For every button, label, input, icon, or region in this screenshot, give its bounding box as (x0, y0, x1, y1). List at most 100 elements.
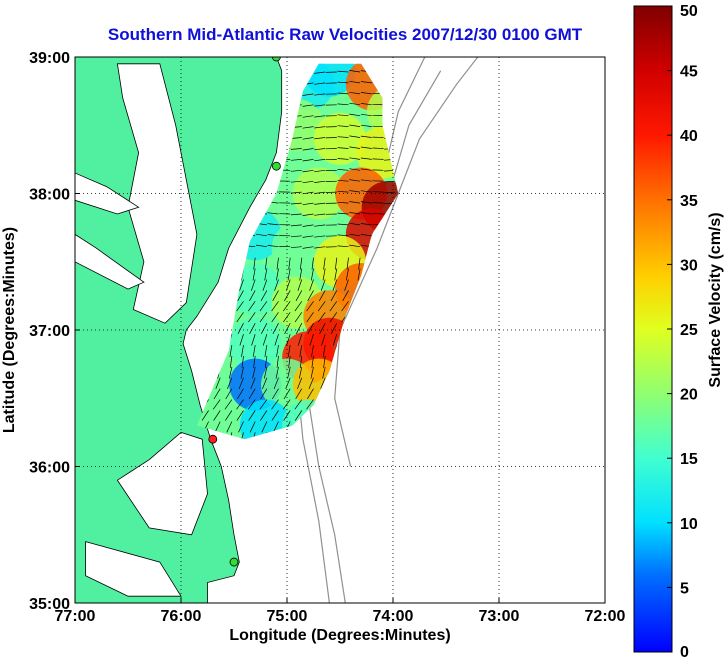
velocity-arrow (344, 279, 349, 291)
colorbar-tick-label: 35 (680, 193, 698, 210)
radar-stations (208, 57, 281, 567)
velocity-arrow (302, 104, 314, 107)
velocity-arrow (307, 323, 314, 334)
velocity-arrow (290, 224, 302, 227)
velocity-arrow (349, 135, 361, 138)
velocity-arrow (264, 355, 268, 368)
colorbar-tick-label: 20 (680, 387, 698, 404)
velocity-arrow (346, 257, 349, 270)
velocity-arrow (299, 355, 303, 368)
velocity-arrow (212, 399, 221, 410)
velocity-arrow (349, 157, 361, 160)
velocity-arrow (275, 366, 279, 379)
chart-title: Southern Mid-Atlantic Raw Velocities 200… (108, 25, 583, 44)
x-tick-label: 74:00 (373, 608, 414, 625)
velocity-arrow (273, 377, 279, 390)
velocity-arrow (314, 93, 326, 96)
velocity-arrow (311, 257, 314, 270)
velocity-arrow (260, 410, 268, 421)
velocity-arrow (337, 201, 349, 204)
velocity-arrow (323, 355, 326, 368)
velocity-arrow (314, 180, 326, 183)
radar-station-marker (229, 557, 239, 567)
coastline-land (75, 57, 283, 603)
velocity-arrow (302, 159, 314, 162)
velocity-arrow (302, 202, 314, 206)
velocity-arrow (259, 399, 268, 410)
velocity-arrow (329, 312, 338, 323)
radar-station-marker (272, 57, 281, 62)
grid-lines (75, 57, 605, 603)
velocity-arrow (349, 233, 361, 237)
velocity-arrow (349, 146, 361, 149)
velocity-arrow (273, 421, 279, 433)
velocity-arrow (290, 137, 302, 139)
velocity-arrow (360, 135, 372, 138)
velocity-arrow (276, 268, 279, 281)
velocity-arrow (349, 244, 361, 248)
velocity-arrow (290, 148, 302, 150)
velocity-arrow (358, 257, 361, 270)
velocity-arrow (284, 323, 291, 334)
velocity-arrow (307, 290, 314, 302)
velocity-arrow (337, 212, 349, 215)
x-tick-label: 76:00 (161, 608, 202, 625)
velocity-arrow (311, 355, 314, 368)
velocity-arrow (349, 222, 361, 226)
velocity-arrow (252, 366, 256, 379)
velocity-arrow (320, 279, 326, 291)
velocity-arrow (274, 333, 279, 346)
velocity-arrow (297, 333, 303, 346)
velocity-arrow (224, 399, 233, 410)
y-axis-ticks: 35:00 36:00 37:00 38:00 39:00 (29, 50, 80, 613)
velocity-arrow (236, 301, 244, 312)
velocity-arrow (360, 201, 372, 204)
velocity-arrow (294, 312, 303, 323)
velocity-arrow (290, 235, 302, 238)
velocity-arrow (337, 125, 349, 127)
velocity-arrow (287, 366, 291, 379)
velocity-arrow (317, 301, 326, 312)
velocity-arrow (320, 377, 326, 390)
colorbar-ticks: 0 5 10 15 20 25 30 35 40 45 50 (667, 3, 698, 659)
velocity-arrow (287, 268, 291, 281)
velocity-arrow (286, 333, 291, 346)
velocity-arrow (285, 279, 291, 291)
velocity-arrow (314, 235, 326, 238)
bay-shape (75, 233, 145, 290)
velocity-arrow (309, 279, 314, 291)
velocity-arrow (262, 377, 268, 390)
velocity-arrow (295, 388, 303, 400)
velocity-arrow (288, 257, 291, 270)
velocity-arrow (229, 355, 233, 368)
velocity-arrow (237, 290, 244, 302)
velocity-arrow (276, 257, 279, 270)
velocity-arrow (282, 399, 291, 410)
velocity-arrow (295, 323, 303, 334)
velocity-arrow (248, 410, 256, 421)
velocity-arrow (334, 257, 338, 270)
colorbar-tick-label: 15 (680, 451, 698, 468)
velocity-arrow (290, 246, 302, 249)
velocity-arrow (238, 377, 244, 390)
bathymetry-line (334, 57, 479, 467)
velocity-arrow (302, 213, 314, 216)
velocity-arrow (342, 290, 349, 302)
y-tick-label: 39:00 (29, 50, 70, 67)
velocity-arrow (330, 290, 338, 302)
velocity-arrow (271, 312, 279, 323)
velocity-arrow (360, 234, 372, 237)
velocity-arrow (239, 279, 244, 291)
velocity-arrow (241, 344, 244, 357)
velocity-arrow (360, 212, 372, 215)
velocity-arrow (213, 410, 221, 421)
velocity-arrow (319, 323, 326, 334)
velocity-arrow (290, 191, 302, 194)
velocity-arrow (360, 81, 372, 84)
velocity-arrow (302, 224, 314, 227)
velocity-arrow (237, 323, 244, 334)
velocity-arrow (349, 80, 361, 84)
velocity-arrow (267, 234, 279, 237)
velocity-arrow (337, 103, 349, 106)
velocity-arrow (360, 113, 372, 117)
